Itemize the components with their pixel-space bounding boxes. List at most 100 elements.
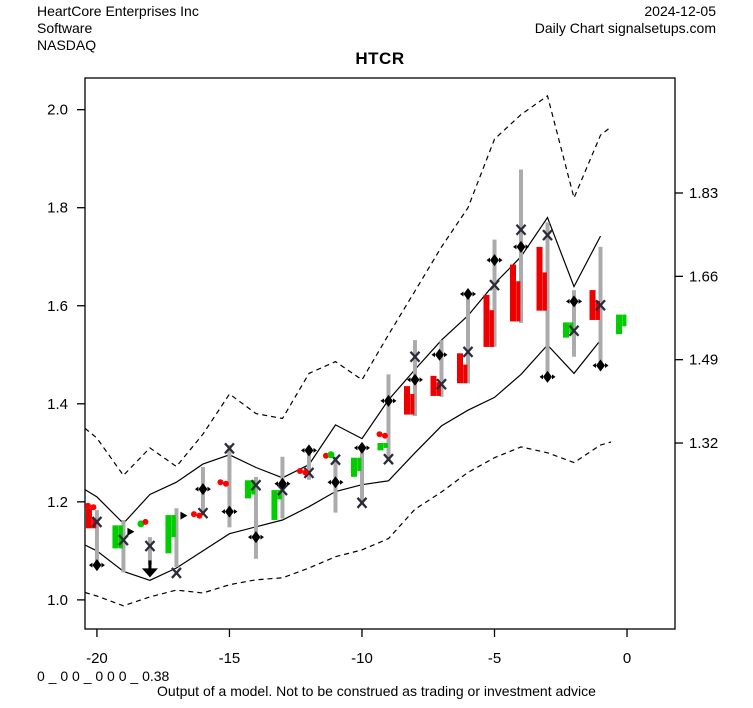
diamond-wing-right (101, 562, 105, 568)
x-marker (224, 442, 235, 455)
diamond-wing-left (592, 363, 597, 369)
diamond-wing-left (486, 257, 491, 263)
red-dot (376, 431, 383, 438)
header-right: 2024-12-05 Daily Chart signalsetups.com (535, 3, 716, 37)
candle-body (165, 515, 172, 554)
diamond-wing-left (513, 244, 517, 250)
diamond-wing-right (260, 534, 264, 540)
diamond-wing-right (286, 481, 291, 487)
right-axis-label: 1.83 (689, 185, 718, 202)
diamond-wing-right (605, 363, 609, 369)
diamond-wing-right (392, 398, 397, 404)
bottom-axis-label: 0 (623, 650, 631, 667)
diamond-wing-left (380, 398, 384, 404)
diamond-marker (357, 441, 367, 454)
diamond-marker (304, 444, 314, 457)
red-dot (381, 432, 388, 439)
x-marker (436, 378, 447, 390)
right-axis-label: 1.49 (689, 352, 718, 369)
diamond-marker (251, 531, 261, 544)
down-arrow-marker (141, 568, 158, 578)
header-left: HeartCore Enterprises Inc Software NASDA… (37, 3, 199, 54)
left-axis-label: 1.6 (47, 298, 68, 315)
candle-body-2 (489, 310, 494, 347)
candle-body-2 (436, 382, 441, 396)
red-dot (190, 511, 197, 518)
diamond-wing-right (499, 257, 503, 263)
candle-body (85, 508, 92, 529)
candle-body-2 (595, 300, 600, 320)
right-axis-label: 1.66 (689, 268, 718, 285)
candle-body-2 (383, 443, 388, 448)
x-marker (303, 467, 315, 479)
candle-body-2 (542, 272, 547, 311)
candle-body-2 (171, 515, 176, 538)
diamond-marker (383, 394, 393, 407)
x-marker (462, 346, 474, 358)
diamond-wing-right (525, 244, 530, 250)
plot-frame (84, 77, 676, 630)
green-dot (327, 451, 335, 459)
red-dot (217, 479, 224, 486)
diamond-wing-left (88, 562, 93, 568)
candle-body (589, 290, 596, 320)
candle-body (112, 525, 119, 549)
diamond-wing-right (366, 445, 370, 451)
down-arrow-stem (148, 560, 152, 570)
candle-body-2 (463, 364, 468, 384)
diamond-wing-left (431, 352, 435, 358)
candle-body (616, 314, 623, 335)
x-marker (383, 453, 394, 465)
diamond-wing-right (578, 298, 583, 304)
diamond-marker (569, 295, 579, 308)
candle-body (483, 294, 490, 347)
x-marker (144, 540, 156, 552)
diamond-wing-left (406, 377, 411, 383)
candle-body (377, 443, 384, 451)
red-dot (90, 504, 97, 511)
candle-body (430, 375, 437, 396)
diamond-wing-right (419, 377, 423, 383)
diamond-wing-right (552, 374, 556, 380)
diamond-wing-right (233, 509, 238, 515)
left-axis-label: 1.4 (47, 396, 68, 413)
candle-body (403, 386, 410, 415)
right-arrow-marker (127, 527, 135, 536)
red-dot (142, 518, 149, 525)
diamond-marker (516, 240, 526, 253)
exchange: NASDAQ (37, 37, 97, 53)
right-axis-label: 1.32 (689, 435, 718, 452)
diamond-marker (92, 559, 102, 572)
bottom-axis-label: -10 (351, 650, 373, 667)
candle-body (350, 457, 357, 477)
red-dot (322, 452, 329, 459)
bottom-axis-label: -5 (488, 650, 501, 667)
left-axis-label: 1.2 (47, 494, 68, 511)
x-marker (277, 484, 288, 496)
diamond-wing-left (459, 291, 464, 297)
candle-body-2 (410, 393, 415, 415)
left-axis-label: 1.0 (47, 592, 68, 609)
x-marker (250, 479, 262, 491)
candle-body-2 (622, 314, 627, 327)
red-dot (296, 467, 303, 474)
x-marker (356, 497, 368, 509)
x-marker (595, 299, 606, 312)
diamond-marker (596, 359, 606, 372)
x-marker (568, 324, 580, 337)
disclaimer-text: Output of a model. Not to be construed a… (157, 683, 596, 699)
chart-date: 2024-12-05 (644, 3, 716, 19)
candle-body-2 (516, 281, 521, 322)
bottom-axis-label: -20 (86, 650, 108, 667)
candle-body (271, 490, 278, 520)
diamond-marker (198, 483, 208, 496)
red-dot (196, 512, 203, 519)
bottom-axis-label: -15 (219, 650, 241, 667)
diamond-wing-left (300, 447, 305, 453)
red-dot (222, 480, 229, 487)
diamond-marker (224, 505, 234, 518)
diamond-marker (277, 477, 287, 490)
chart-source: Daily Chart signalsetups.com (534, 20, 716, 36)
